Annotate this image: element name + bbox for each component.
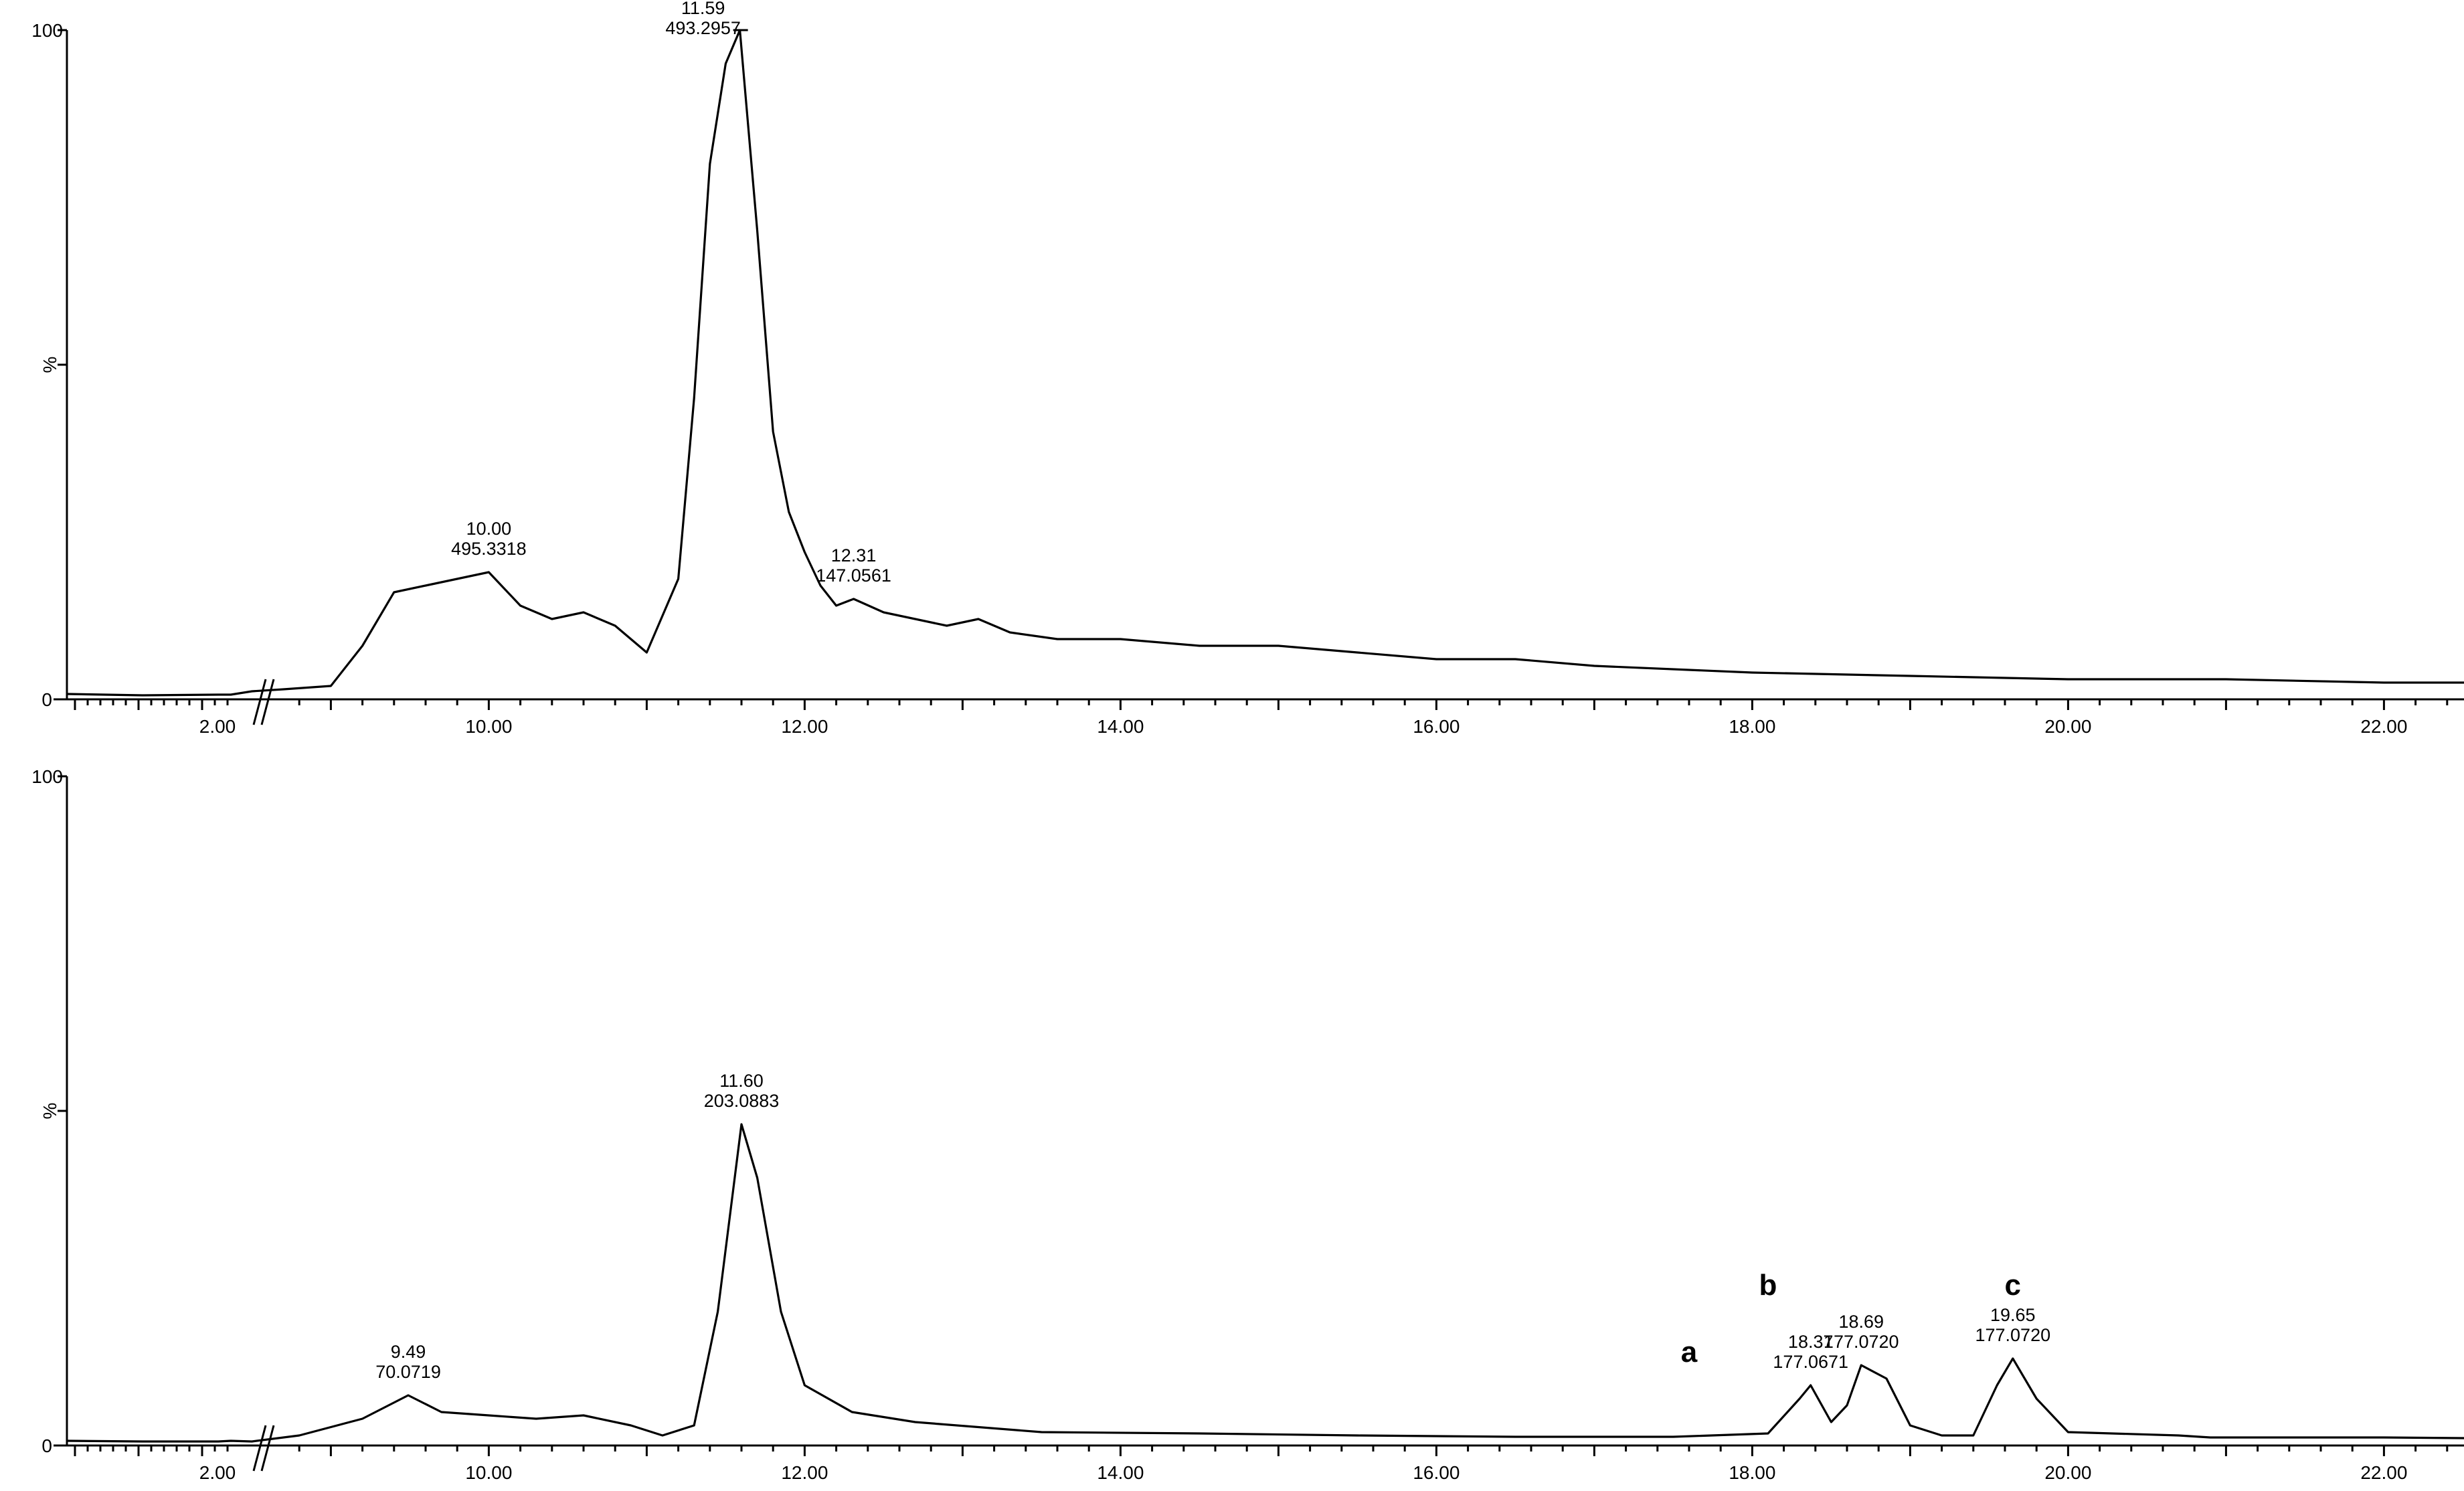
x-tick-label: 10.00 bbox=[465, 1462, 512, 1483]
peak-rt-label: 9.49 bbox=[391, 1342, 426, 1362]
peak-mz-label: 495.3318 bbox=[451, 539, 527, 559]
peak-mz-label: 493.2957 bbox=[665, 18, 741, 38]
x-tick-label: 2.00 bbox=[199, 1462, 236, 1483]
x-tick-label: 18.00 bbox=[1729, 716, 1775, 737]
y-tick-label-0: 0 bbox=[41, 689, 52, 710]
peak-rt-label: 18.37 bbox=[1788, 1332, 1834, 1352]
axis-break-mark bbox=[252, 1425, 267, 1472]
peak-rt-label: 12.31 bbox=[831, 545, 877, 565]
peak-rt-label: 18.69 bbox=[1838, 1312, 1884, 1332]
axis-break-mark bbox=[252, 679, 267, 725]
peak-rt-label: 10.00 bbox=[466, 519, 512, 539]
x-tick-label: 12.00 bbox=[781, 716, 828, 737]
y-tick-label-100: 100 bbox=[31, 766, 63, 787]
axis-break-mark bbox=[260, 679, 275, 725]
y-axis-percent-label: % bbox=[39, 1103, 60, 1120]
peak-mz-label: 177.0720 bbox=[1975, 1325, 2050, 1345]
axis-break-mark bbox=[260, 1425, 275, 1472]
peak-rt-label: 11.60 bbox=[719, 1071, 764, 1091]
y-tick-label-100: 100 bbox=[31, 20, 63, 41]
peak-letter-c: c bbox=[2005, 1269, 2021, 1302]
x-tick-label: 16.00 bbox=[1413, 716, 1460, 737]
x-tick-label: 10.00 bbox=[465, 716, 512, 737]
y-axis-percent-label: % bbox=[39, 357, 60, 373]
x-tick-label: 12.00 bbox=[781, 1462, 828, 1483]
chromatogram-bottom: 100% 0 2.00 10.00 12.00 14.00 16.00 18.00 20.00 2… bbox=[31, 766, 2464, 1483]
peak-letter-a: a bbox=[1681, 1336, 1698, 1369]
x-tick-label: 20.00 bbox=[2044, 716, 2091, 737]
chromatogram-top: 100% 0 2.00 10.00 12.00 14.00 16.00 18.00 20.00 2… bbox=[31, 0, 2464, 737]
peak-letter-b: b bbox=[1759, 1269, 1777, 1302]
x-tick-label: 14.00 bbox=[1097, 716, 1144, 737]
peak-rt-label: 11.59 bbox=[681, 0, 725, 18]
peak-mz-label: 147.0561 bbox=[816, 565, 891, 586]
chromatogram-trace bbox=[66, 1123, 2464, 1443]
x-tick-label: 18.00 bbox=[1729, 1462, 1775, 1483]
peak-mz-label: 177.0671 bbox=[1773, 1352, 1848, 1372]
peak-mz-label: 203.0883 bbox=[704, 1091, 780, 1111]
x-tick-label: 14.00 bbox=[1097, 1462, 1144, 1483]
y-tick-label-0: 0 bbox=[41, 1435, 52, 1456]
x-tick-label: 22.00 bbox=[2360, 716, 2407, 737]
peak-mz-label: 177.0720 bbox=[1824, 1332, 1899, 1352]
x-tick-label: 20.00 bbox=[2044, 1462, 2091, 1483]
x-tick-label: 16.00 bbox=[1413, 1462, 1460, 1483]
peak-mz-label: 70.0719 bbox=[375, 1362, 441, 1382]
peak-rt-label: 19.65 bbox=[1990, 1305, 2036, 1325]
chromatogram-trace bbox=[66, 29, 2464, 697]
x-tick-label: 2.00 bbox=[199, 716, 236, 737]
x-tick-label: 22.00 bbox=[2360, 1462, 2407, 1483]
